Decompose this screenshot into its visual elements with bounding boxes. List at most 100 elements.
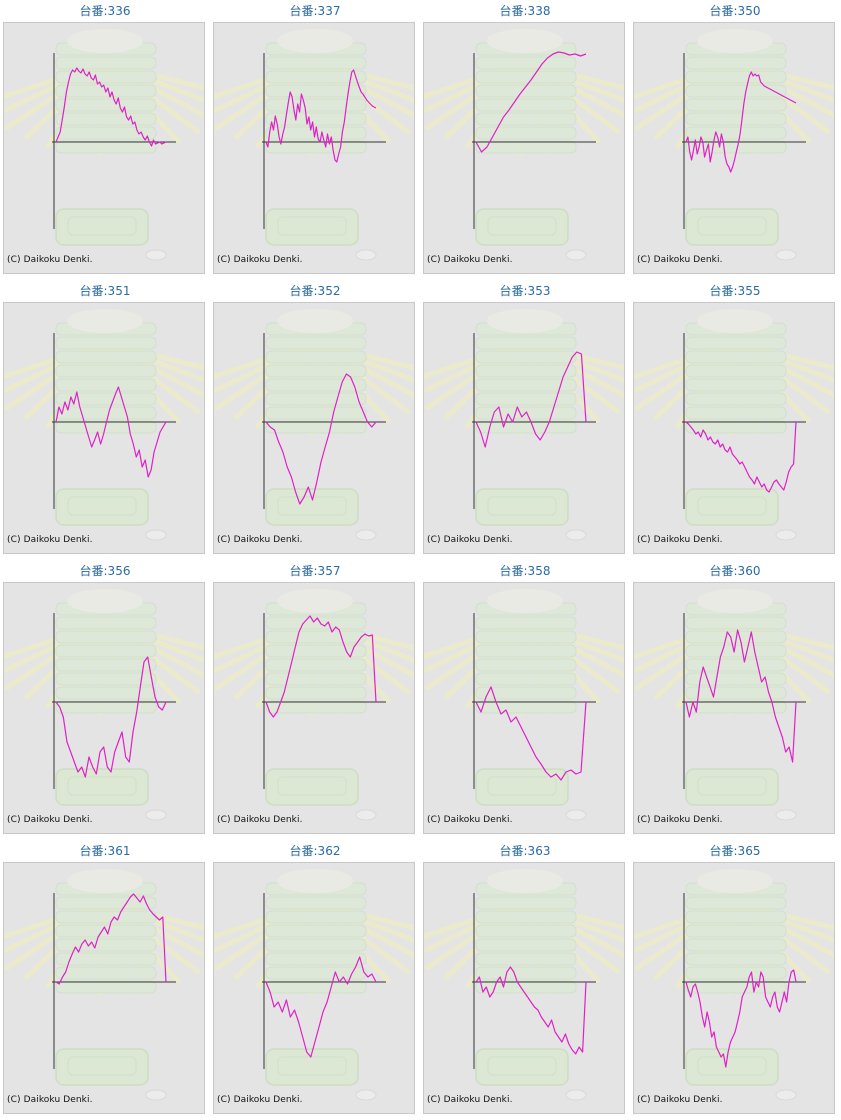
payout-chart-svg: [634, 589, 834, 821]
copyright-label: (C) Daikoku Denki.: [217, 255, 303, 265]
payout-chart[interactable]: (C) Daikoku Denki.: [633, 22, 835, 274]
payout-chart[interactable]: (C) Daikoku Denki.: [633, 582, 835, 834]
copyright-label: (C) Daikoku Denki.: [217, 815, 303, 825]
payout-series-line: [55, 656, 167, 778]
payout-chart[interactable]: (C) Daikoku Denki.: [3, 862, 205, 1114]
machine-illustration-watermark: [4, 29, 204, 261]
copyright-label: (C) Daikoku Denki.: [217, 1095, 303, 1105]
machine-illustration-watermark: [4, 309, 204, 541]
payout-series-line: [265, 69, 377, 163]
machine-number-link[interactable]: 台番:353: [499, 284, 551, 298]
machine-illustration-watermark: [214, 589, 414, 821]
copyright-label: (C) Daikoku Denki.: [7, 815, 93, 825]
machine-chart-card: 台番:365 (C) Daikoku Denki.: [630, 840, 840, 1120]
machine-illustration-watermark: [424, 869, 624, 1101]
copyright-label: (C) Daikoku Denki.: [427, 815, 513, 825]
machine-illustration-watermark: [634, 589, 834, 821]
payout-chart[interactable]: (C) Daikoku Denki.: [633, 302, 835, 554]
machine-number-link[interactable]: 台番:360: [709, 564, 761, 578]
machine-illustration-watermark: [634, 869, 834, 1101]
machine-number-link[interactable]: 台番:338: [499, 4, 551, 18]
copyright-label: (C) Daikoku Denki.: [427, 535, 513, 545]
machine-number-link[interactable]: 台番:357: [289, 564, 341, 578]
machine-number-link[interactable]: 台番:337: [289, 4, 341, 18]
machine-illustration-watermark: [634, 309, 834, 541]
copyright-label: (C) Daikoku Denki.: [637, 255, 723, 265]
copyright-label: (C) Daikoku Denki.: [427, 255, 513, 265]
machine-chart-card: 台番:360 (C) Daikoku Denki.: [630, 560, 840, 840]
payout-chart[interactable]: (C) Daikoku Denki.: [213, 22, 415, 274]
machine-chart-card: 台番:350 (C) Daikoku Denki.: [630, 0, 840, 280]
payout-chart[interactable]: (C) Daikoku Denki.: [213, 302, 415, 554]
copyright-label: (C) Daikoku Denki.: [217, 535, 303, 545]
payout-chart-svg: [214, 309, 414, 541]
machine-chart-card: 台番:351 (C) Daikoku Denki.: [0, 280, 210, 560]
payout-series-line: [265, 373, 377, 505]
payout-series-line: [55, 67, 167, 147]
machine-number-link[interactable]: 台番:350: [709, 4, 761, 18]
machine-illustration-watermark: [4, 869, 204, 1101]
machine-illustration-watermark: [424, 29, 624, 261]
payout-chart[interactable]: (C) Daikoku Denki.: [423, 302, 625, 554]
payout-chart-svg: [214, 589, 414, 821]
machine-number-link[interactable]: 台番:352: [289, 284, 341, 298]
payout-series-line: [475, 351, 587, 448]
payout-series-line: [685, 421, 797, 493]
payout-chart[interactable]: (C) Daikoku Denki.: [213, 582, 415, 834]
machine-illustration-watermark: [634, 29, 834, 261]
machine-chart-card: 台番:337 (C) Daikoku Denki.: [210, 0, 420, 280]
payout-series-line: [265, 615, 377, 718]
machine-illustration-watermark: [4, 589, 204, 821]
copyright-label: (C) Daikoku Denki.: [637, 815, 723, 825]
machine-chart-card: 台番:361 (C) Daikoku Denki.: [0, 840, 210, 1120]
machine-number-link[interactable]: 台番:362: [289, 844, 341, 858]
machine-illustration-watermark: [424, 309, 624, 541]
payout-series-line: [55, 893, 167, 985]
payout-chart[interactable]: (C) Daikoku Denki.: [423, 862, 625, 1114]
machine-number-link[interactable]: 台番:355: [709, 284, 761, 298]
payout-chart[interactable]: (C) Daikoku Denki.: [3, 22, 205, 274]
payout-chart-svg: [214, 29, 414, 261]
machine-chart-card: 台番:352 (C) Daikoku Denki.: [210, 280, 420, 560]
machine-chart-card: 台番:358 (C) Daikoku Denki.: [420, 560, 630, 840]
payout-chart-svg: [634, 869, 834, 1101]
machine-number-link[interactable]: 台番:358: [499, 564, 551, 578]
payout-chart-svg: [424, 589, 624, 821]
payout-series-line: [265, 956, 377, 1058]
copyright-label: (C) Daikoku Denki.: [427, 1095, 513, 1105]
machine-number-link[interactable]: 台番:351: [79, 284, 131, 298]
payout-chart[interactable]: (C) Daikoku Denki.: [423, 22, 625, 274]
payout-chart-svg: [4, 869, 204, 1101]
payout-chart[interactable]: (C) Daikoku Denki.: [633, 862, 835, 1114]
payout-chart[interactable]: (C) Daikoku Denki.: [213, 862, 415, 1114]
payout-series-line: [475, 686, 587, 781]
payout-series-line: [475, 51, 587, 153]
payout-series-line: [685, 71, 797, 173]
payout-series-line: [55, 386, 167, 478]
payout-series-line: [475, 966, 587, 1055]
payout-chart-svg: [424, 29, 624, 261]
machine-number-link[interactable]: 台番:365: [709, 844, 761, 858]
machine-illustration-watermark: [214, 309, 414, 541]
payout-chart-svg: [4, 29, 204, 261]
payout-chart-svg: [4, 309, 204, 541]
machine-chart-card: 台番:363 (C) Daikoku Denki.: [420, 840, 630, 1120]
payout-chart[interactable]: (C) Daikoku Denki.: [3, 582, 205, 834]
machine-number-link[interactable]: 台番:361: [79, 844, 131, 858]
payout-chart[interactable]: (C) Daikoku Denki.: [423, 582, 625, 834]
machine-chart-card: 台番:336 (C) Daikoku Denki.: [0, 0, 210, 280]
copyright-label: (C) Daikoku Denki.: [637, 1095, 723, 1105]
machine-chart-card: 台番:355 (C) Daikoku Denki.: [630, 280, 840, 560]
payout-chart-svg: [4, 589, 204, 821]
payout-chart[interactable]: (C) Daikoku Denki.: [3, 302, 205, 554]
payout-chart-svg: [424, 309, 624, 541]
machine-number-link[interactable]: 台番:336: [79, 4, 131, 18]
copyright-label: (C) Daikoku Denki.: [7, 255, 93, 265]
machine-number-link[interactable]: 台番:356: [79, 564, 131, 578]
machine-number-link[interactable]: 台番:363: [499, 844, 551, 858]
payout-series-line: [685, 629, 797, 763]
payout-chart-svg: [214, 869, 414, 1101]
machine-chart-card: 台番:356 (C) Daikoku Denki.: [0, 560, 210, 840]
machine-chart-card: 台番:357 (C) Daikoku Denki.: [210, 560, 420, 840]
